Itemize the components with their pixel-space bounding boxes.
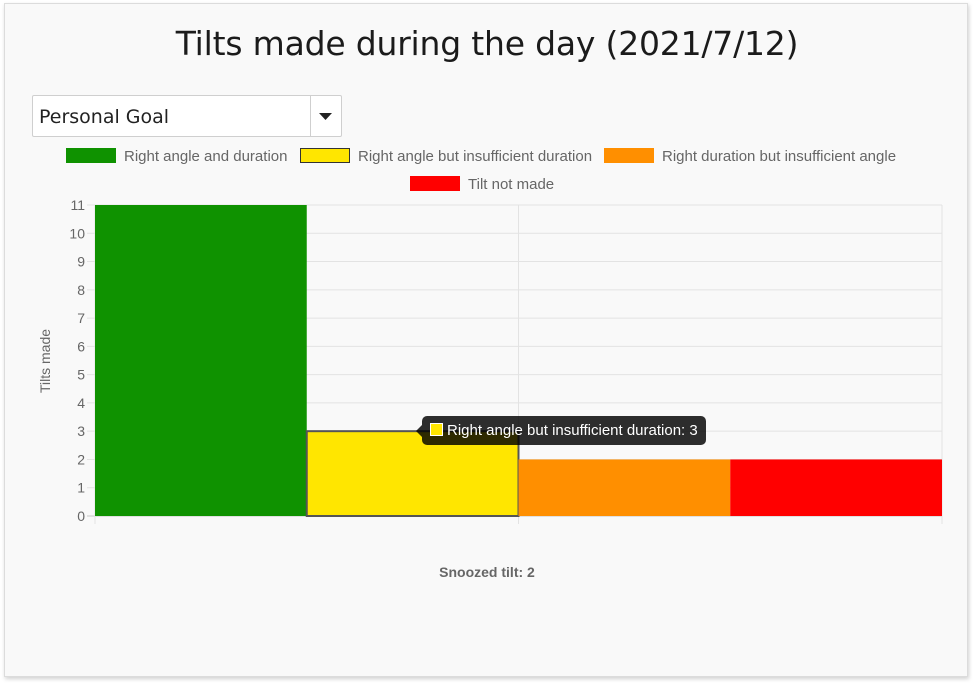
y-axis-title: Tilts made xyxy=(37,329,53,393)
bar xyxy=(518,459,731,516)
goal-select-value: Personal Goal xyxy=(39,106,170,128)
page-title: Tilts made during the day (2021/7/12) xyxy=(175,24,799,63)
y-tick-label: 6 xyxy=(77,338,85,354)
legend-swatch xyxy=(410,176,460,191)
y-tick-label: 4 xyxy=(77,395,85,411)
y-tick-label: 3 xyxy=(77,423,85,439)
legend-label: Tilt not made xyxy=(468,176,555,193)
y-tick-label: 2 xyxy=(77,451,85,467)
tooltip-swatch xyxy=(430,423,443,436)
legend-swatch xyxy=(604,148,654,163)
y-tick-label: 0 xyxy=(77,508,85,524)
bar-tooltip: Right angle but insufficient duration: 3 xyxy=(416,416,706,445)
y-tick-label: 9 xyxy=(77,254,85,270)
bar xyxy=(730,459,942,516)
legend-swatch xyxy=(300,148,350,163)
legend-label: Right angle and duration xyxy=(124,148,288,165)
caret-down-icon xyxy=(319,113,332,120)
y-tick-label: 5 xyxy=(77,367,85,383)
bar-chart: 0 1 2 3 4 5 6 7 8 9 10 11 Tilts made xyxy=(37,197,943,524)
legend-label: Right duration but insufficient angle xyxy=(662,148,897,165)
y-tick-label: 11 xyxy=(70,197,85,213)
dropdown-toggle[interactable] xyxy=(310,96,341,136)
goal-select[interactable]: Personal Goal xyxy=(32,95,342,137)
snoozed-tilt-label: Snoozed tilt: 2 xyxy=(439,564,535,580)
tooltip-text: Right angle but insufficient duration: 3 xyxy=(447,422,698,439)
y-tick-label: 1 xyxy=(77,480,85,496)
bar xyxy=(305,430,520,518)
legend-swatch xyxy=(66,148,116,163)
bar xyxy=(95,205,307,516)
y-tick-label: 7 xyxy=(77,310,85,326)
chart-card: Tilts made during the day (2021/7/12) Pe… xyxy=(4,3,968,677)
tooltip-caret xyxy=(416,425,422,437)
legend-label: Right angle but insufficient duration xyxy=(358,148,593,165)
y-tick-label: 10 xyxy=(69,225,85,241)
y-tick-label: 8 xyxy=(77,282,85,298)
